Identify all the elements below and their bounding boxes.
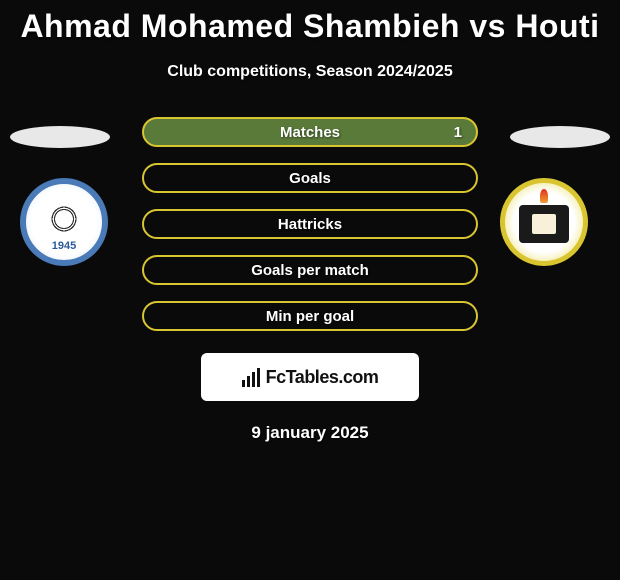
page-title: Ahmad Mohamed Shambieh vs Houti — [0, 0, 620, 45]
stat-label: Goals — [144, 170, 476, 187]
stat-label: Min per goal — [144, 308, 476, 325]
stat-label: Matches — [144, 124, 476, 141]
book-icon — [519, 205, 569, 243]
bar-chart-icon — [242, 367, 260, 387]
brand-link[interactable]: FcTables.com — [201, 353, 419, 401]
stat-row-goals: Goals — [142, 163, 478, 193]
stat-label: Goals per match — [144, 262, 476, 279]
flame-icon — [540, 189, 548, 203]
player-avatar-left — [10, 126, 110, 148]
stat-row-hattricks: Hattricks — [142, 209, 478, 239]
stat-label: Hattricks — [144, 216, 476, 233]
stat-row-goals-per-match: Goals per match — [142, 255, 478, 285]
club-badge-left[interactable]: 1945 — [20, 178, 120, 266]
stat-row-min-per-goal: Min per goal — [142, 301, 478, 331]
club-badge-right-icon — [500, 178, 588, 266]
stat-row-matches: Matches 1 — [142, 117, 478, 147]
club-badge-left-year: 1945 — [52, 240, 76, 252]
club-badge-right[interactable] — [500, 178, 600, 266]
stats-panel: Matches 1 Goals Hattricks Goals per matc… — [142, 117, 478, 331]
club-badge-left-icon: 1945 — [20, 178, 108, 266]
player-avatar-right — [510, 126, 610, 148]
brand-text: FcTables.com — [266, 367, 379, 388]
stat-value: 1 — [454, 124, 462, 141]
snapshot-date: 9 january 2025 — [0, 423, 620, 443]
subtitle: Club competitions, Season 2024/2025 — [0, 63, 620, 81]
